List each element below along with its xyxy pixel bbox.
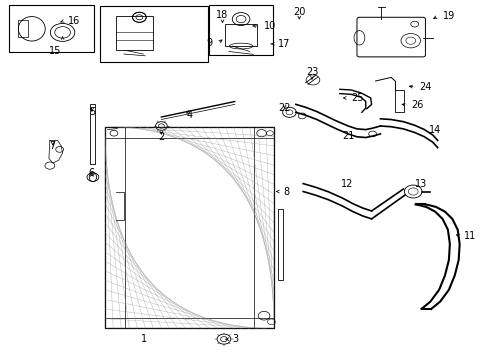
- Text: 11: 11: [463, 231, 475, 241]
- Text: 3: 3: [232, 334, 238, 344]
- Bar: [394, 90, 403, 112]
- Text: 18: 18: [216, 10, 228, 20]
- Text: 5: 5: [89, 107, 95, 117]
- Text: 15: 15: [48, 46, 61, 56]
- Text: 22: 22: [278, 103, 290, 113]
- Text: 16: 16: [67, 16, 80, 26]
- Bar: [105, 318, 273, 328]
- Bar: [209, 5, 272, 55]
- Bar: [100, 6, 207, 62]
- Text: 2: 2: [158, 132, 164, 142]
- Text: 4: 4: [186, 110, 192, 120]
- Text: 25: 25: [350, 93, 363, 103]
- Bar: [18, 20, 28, 37]
- Text: 1: 1: [141, 334, 147, 344]
- Text: 17: 17: [277, 39, 289, 49]
- Text: 13: 13: [414, 179, 426, 189]
- Text: 14: 14: [428, 125, 441, 135]
- Text: 9: 9: [206, 38, 212, 48]
- Text: 12: 12: [340, 179, 353, 189]
- Text: 23: 23: [305, 67, 318, 77]
- Bar: [225, 24, 256, 46]
- Text: 24: 24: [419, 82, 431, 92]
- Bar: [116, 16, 152, 50]
- Bar: [9, 5, 94, 52]
- Text: 7: 7: [50, 141, 56, 151]
- Bar: [105, 127, 273, 328]
- Bar: [90, 104, 95, 164]
- Text: 19: 19: [442, 11, 454, 21]
- Bar: [105, 127, 273, 138]
- Bar: [105, 127, 124, 328]
- Text: 21: 21: [341, 131, 354, 141]
- Text: 26: 26: [410, 100, 422, 110]
- Text: 8: 8: [283, 186, 289, 197]
- Bar: [254, 127, 273, 328]
- Text: 10: 10: [264, 21, 276, 31]
- Text: 6: 6: [89, 168, 95, 178]
- Bar: [277, 209, 282, 280]
- Text: 20: 20: [292, 6, 305, 17]
